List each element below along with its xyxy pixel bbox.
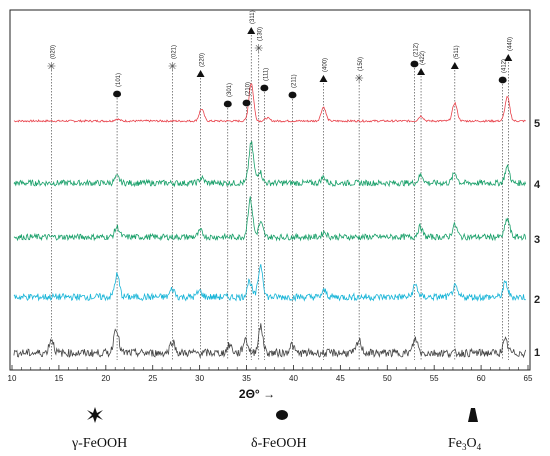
peak-label: (021) (171, 45, 177, 59)
circle-icon (288, 91, 297, 99)
peak-markers: ✳ (020) (101) ✳ (021) (220) (301) (210) (311) ✳ (1… (47, 10, 513, 108)
triangle-icon (504, 54, 513, 61)
x-tick-label: 35 (242, 374, 251, 383)
trace-label-3: 3 (534, 234, 540, 246)
x-axis-ticks: 10 15 20 25 30 35 40 45 50 55 60 65 (8, 365, 533, 383)
trace-1 (13, 323, 527, 359)
trace-label-2: 2 (534, 294, 540, 306)
x-tick-label: 65 (524, 374, 533, 383)
peak-label: (130) (258, 27, 264, 41)
peak-label: (311) (250, 10, 256, 24)
triangle-icon (417, 68, 426, 75)
peak-label: (440) (507, 37, 513, 51)
x-tick-label: 40 (289, 374, 298, 383)
peak-label: (212) (413, 43, 419, 57)
legend-label-delta: δ-FeOOH (251, 436, 307, 451)
x-tick-label: 25 (148, 374, 157, 383)
x-tick-label: 20 (101, 374, 110, 383)
triangle-icon (450, 62, 459, 69)
star-icon: ✳ (47, 61, 56, 73)
peak-label: (301) (227, 83, 233, 97)
trace-2 (13, 264, 526, 302)
peak-label: (101) (116, 73, 122, 87)
x-tick-label: 10 (8, 374, 17, 383)
x-tick-label: 50 (383, 374, 392, 383)
peak-label: (210) (246, 82, 252, 96)
legend-circle-icon (276, 410, 288, 420)
legend-label-fe3o4: Fe3O4 (448, 436, 482, 452)
circle-icon (223, 100, 232, 108)
peak-label: (412) (502, 59, 508, 73)
trace-5 (13, 82, 526, 123)
triangle-icon (319, 75, 328, 82)
peak-label: (220) (200, 53, 206, 67)
peak-label: (020) (50, 45, 56, 59)
circle-icon (410, 60, 419, 68)
x-tick-label: 30 (195, 374, 204, 383)
star-icon: ✳ (168, 61, 177, 73)
trace-label-4: 4 (534, 179, 541, 191)
circle-icon (260, 84, 269, 92)
triangle-icon (196, 70, 205, 77)
trace-label-5: 5 (534, 118, 540, 130)
trace-label-1: 1 (534, 347, 540, 359)
star-icon: ✳ (355, 73, 364, 85)
trace-4 (13, 141, 527, 188)
circle-icon (242, 99, 251, 107)
x-axis-label: 2Θ° → (239, 387, 275, 401)
legend-label-gamma: γ-FeOOH (71, 436, 127, 451)
x-tick-label: 15 (54, 374, 63, 383)
circle-icon (113, 90, 122, 98)
peak-label: (400) (322, 58, 328, 72)
peak-label: (111) (263, 68, 269, 81)
traces (13, 82, 527, 359)
legend-star-icon (87, 407, 103, 423)
peak-label: (511) (454, 45, 460, 59)
triangle-icon (247, 27, 256, 34)
x-tick-label: 55 (430, 374, 439, 383)
circle-icon (498, 76, 507, 84)
legend: γ-FeOOH δ-FeOOH Fe3O4 (71, 407, 482, 452)
trace-labels: 5 4 3 2 1 (534, 118, 541, 359)
peak-label: (422) (420, 51, 426, 65)
annotation-lines (51, 35, 509, 360)
plot-frame (9, 9, 531, 371)
peak-label: (211) (292, 74, 298, 88)
star-icon: ✳ (254, 43, 263, 55)
trace-3 (13, 196, 527, 242)
legend-triangle-icon (468, 408, 478, 422)
peak-label: (150) (358, 57, 364, 71)
x-tick-label: 60 (477, 374, 486, 383)
x-tick-label: 45 (336, 374, 345, 383)
